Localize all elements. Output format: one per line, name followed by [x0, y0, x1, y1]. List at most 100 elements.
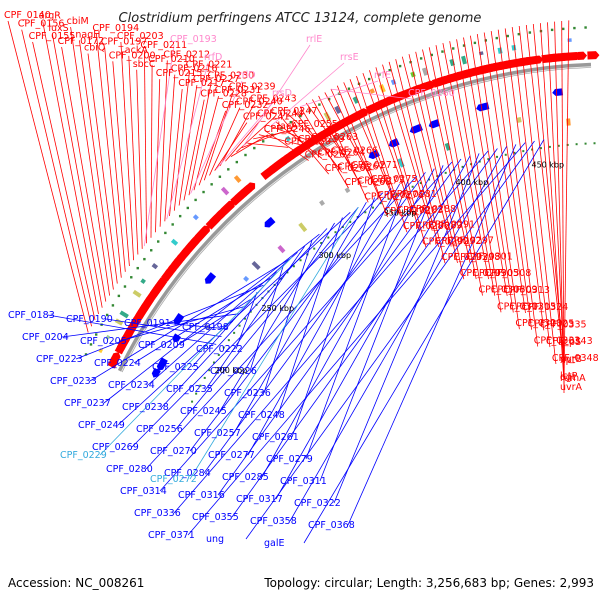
rna-connector: [166, 62, 209, 220]
rna-gene-label: CPF_0193: [170, 34, 217, 45]
tick-outer: [388, 69, 391, 72]
tick-inner: [238, 324, 241, 327]
reverse-gene: [552, 88, 564, 97]
forward-connector: [52, 34, 103, 308]
forward-connector: [504, 28, 545, 331]
tick-inner: [575, 143, 578, 146]
tick-outer: [136, 266, 139, 270]
forward-gene: [567, 51, 581, 61]
tick-outer: [164, 231, 167, 235]
forward-connector: [193, 95, 219, 191]
tick-outer: [143, 257, 146, 261]
forward-connector: [305, 102, 356, 172]
cog-block-outer: [352, 96, 360, 104]
tick-inner: [349, 220, 352, 223]
forward-gene-label: CPF_0231: [215, 85, 262, 96]
reverse-gene-label: CPF_0236: [224, 388, 271, 399]
reverse-gene-label: CPF_0245: [180, 406, 227, 417]
kbp-label: 200 kbp: [215, 366, 248, 375]
forward-gene-label: CPF_0264: [318, 148, 365, 159]
reverse-connector: [261, 168, 435, 478]
reverse-connector: [175, 206, 359, 430]
forward-connector: [470, 35, 514, 313]
tick-inner: [341, 225, 344, 228]
reverse-connector: [235, 292, 258, 350]
tick-inner: [428, 178, 431, 181]
forward-gene-label: CPF_0297: [447, 236, 494, 247]
tick-inner: [334, 231, 337, 234]
reverse-connector: [245, 140, 535, 540]
forward-gene-label: CPF_0290: [422, 237, 469, 248]
reverse-gene-label: CPF_0249: [78, 420, 125, 431]
reverse-gene-label: CPF_0311: [280, 476, 327, 487]
forward-connector: [287, 114, 336, 157]
forward-gene-label: CPF_0197: [101, 37, 148, 48]
forward-gene-label: ackA: [125, 45, 149, 56]
forward-connector: [178, 85, 198, 206]
kbp-label: 400 kbp: [456, 178, 489, 187]
forward-connector: [230, 134, 269, 157]
reverse-connector: [263, 239, 313, 394]
reverse-gene-label: CPF_0224: [94, 358, 141, 369]
tick-outer: [253, 146, 256, 150]
tick-outer: [123, 285, 127, 288]
tick-outer: [95, 333, 98, 336]
cog-block-outer: [170, 238, 179, 246]
reverse-connector: [133, 277, 271, 364]
forward-gene-label: CPF_0228: [200, 89, 247, 100]
forward-gene-label: CPF_0246: [264, 124, 311, 135]
forward-gene-label: CPF_0194: [92, 23, 139, 34]
tick-outer: [157, 240, 160, 243]
forward-connector: [330, 88, 382, 202]
forward-gene-label: argR: [39, 10, 62, 21]
forward-gene-label: uvrB: [560, 354, 582, 365]
forward-gene-label: CPF_0265: [325, 163, 372, 174]
forward-gene-label: ogt: [560, 372, 576, 383]
reverse-gene-label: ung: [206, 534, 224, 545]
forward-connector: [554, 21, 565, 383]
reverse-gene-label: CPF_0368: [308, 520, 355, 531]
forward-connector: [375, 67, 427, 248]
accession-text: Accession: NC_008261: [8, 576, 144, 590]
reverse-connector: [289, 146, 507, 522]
tick-inner: [395, 193, 398, 196]
tick-outer: [280, 127, 283, 130]
forward-gene-label: CPF_0306: [479, 285, 526, 296]
forward-connector: [128, 55, 139, 255]
forward-connector: [120, 41, 134, 261]
tick-inner: [593, 142, 596, 145]
cog-block-outer: [233, 175, 242, 183]
forward-gene-label: lacA: [278, 121, 299, 132]
forward-gene-label: CPF_0156: [18, 19, 65, 30]
forward-connector: [442, 43, 489, 280]
forward-connector: [169, 89, 183, 217]
reverse-gene-label: CPF_0191: [124, 318, 171, 329]
reverse-gene: [156, 357, 168, 371]
reverse-gene-label: CPF_0209: [138, 340, 185, 351]
tick-outer: [327, 97, 331, 101]
tick-outer: [244, 153, 247, 157]
forward-connector: [476, 34, 520, 330]
tick-inner: [199, 384, 202, 387]
reverse-gene-label: CPF_0198: [182, 322, 229, 333]
tick-outer: [318, 103, 321, 106]
tick-inner: [557, 144, 560, 147]
connector-layer: [7, 20, 570, 544]
reverse-connector: [119, 306, 245, 342]
kbp-layer: 200 kbp 250 kbp 300 kbp 350 kbp 400 kbp 450 k…: [215, 160, 565, 375]
forward-gene-label: CPF_0230: [207, 70, 254, 81]
reverse-connector: [231, 148, 498, 518]
tick-outer: [194, 198, 197, 202]
tick-outer: [378, 73, 381, 76]
tick-outer: [89, 343, 93, 346]
cog-block-inner: [243, 275, 250, 282]
reverse-connector: [117, 212, 351, 426]
forward-gene-label: cbiM: [67, 16, 89, 27]
tick-outer: [210, 183, 213, 186]
cog-block-outer: [192, 214, 199, 221]
forward-gene-label: acpS: [558, 337, 581, 348]
forward-connector: [203, 92, 234, 181]
cog-block-outer: [114, 318, 124, 326]
forward-connector: [276, 121, 323, 159]
forward-connector: [318, 95, 369, 203]
